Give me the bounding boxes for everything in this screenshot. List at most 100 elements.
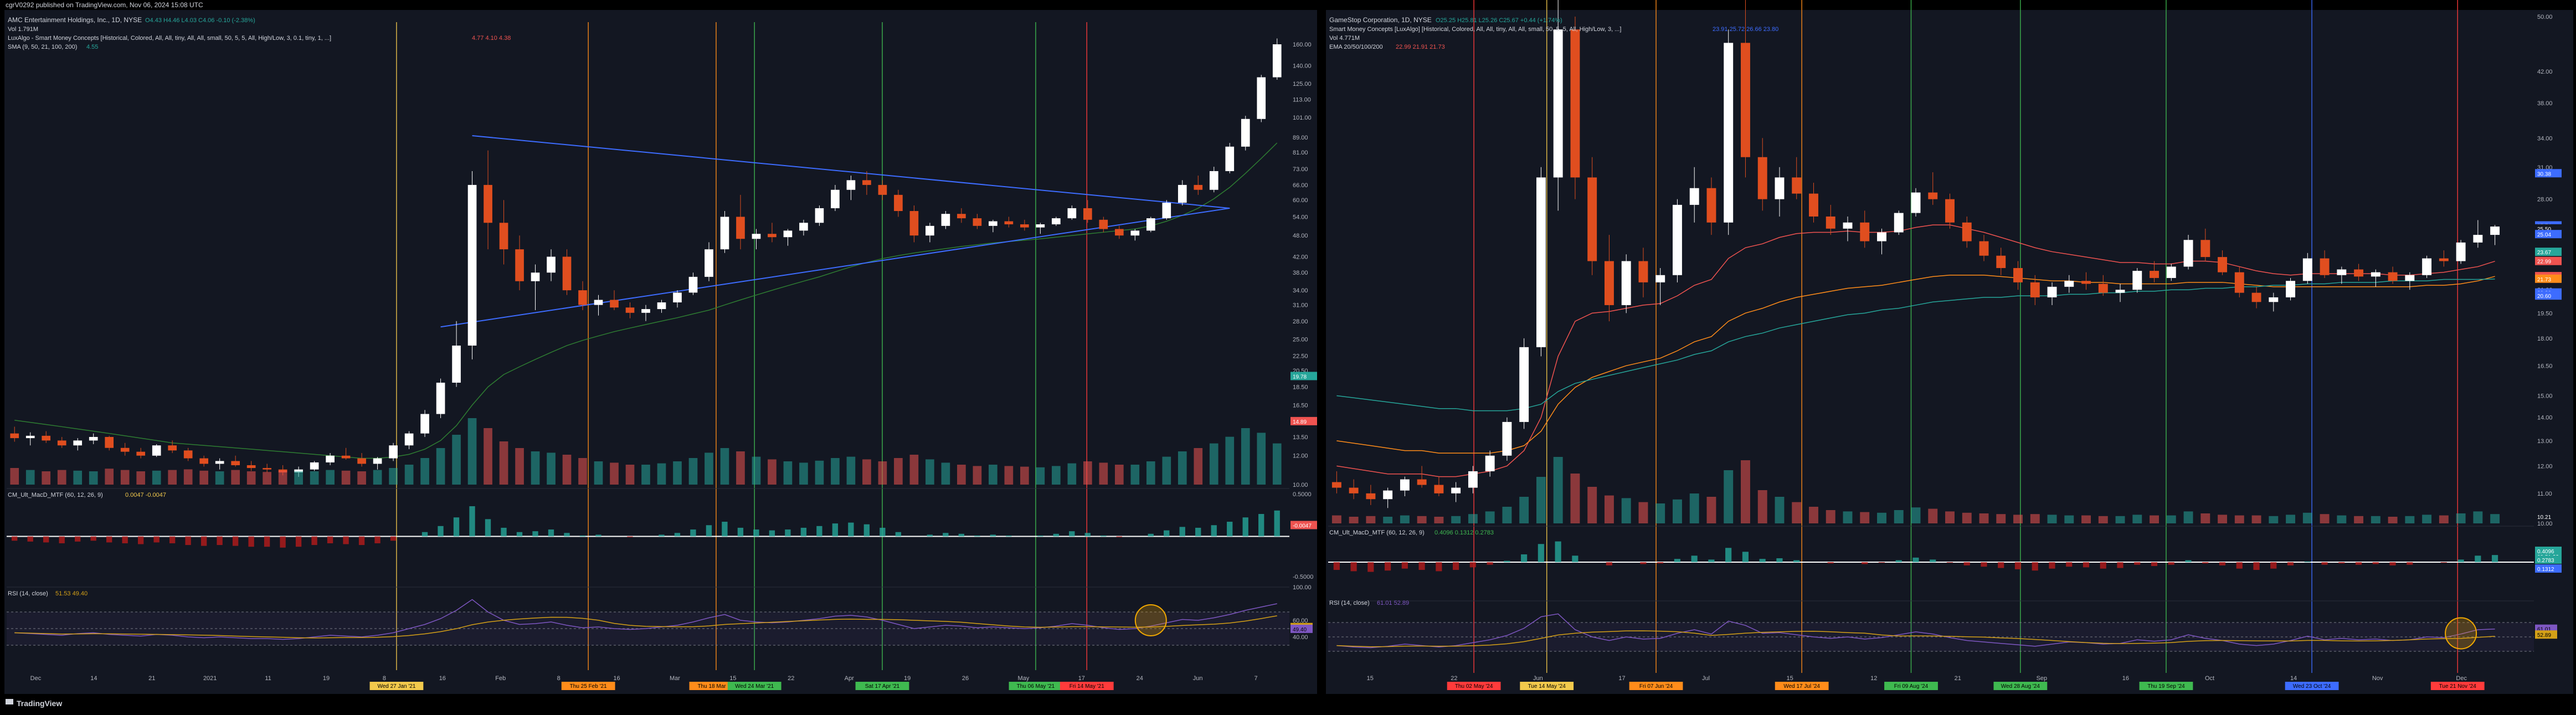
gme-candle-body: [1519, 347, 1529, 422]
gme-candle-body: [1809, 193, 1818, 217]
amc-candle-body: [705, 249, 713, 277]
amc-volume-bar: [531, 451, 540, 485]
gme-candle-body: [1570, 29, 1580, 178]
amc-volume-bar: [1162, 456, 1171, 485]
amc-macd-bar: [785, 529, 791, 537]
gme-macd-badge-bg: [2535, 547, 2562, 555]
amc-candle-body: [231, 461, 240, 465]
amc-date-marker-bg: [727, 682, 781, 690]
gme-macd-bar: [1912, 557, 1919, 562]
amc-macd-bar: [832, 523, 839, 537]
amc-time-label: 16: [439, 675, 446, 682]
gme-rsi-badge: 61.01: [2537, 627, 2551, 633]
amc-volume-bar: [547, 452, 556, 485]
amc-volume-bars: [10, 418, 1282, 485]
amc-macd-bar: [880, 527, 886, 537]
amc-volume-bar: [673, 461, 682, 485]
amc-rsi-tick: 100.00: [1293, 584, 1312, 591]
amc-macd-bar: [1101, 535, 1107, 537]
gme-candle-body: [2473, 235, 2483, 243]
amc-volume-bar: [752, 456, 761, 485]
gme-volume-bar: [2354, 516, 2364, 523]
gme-volume-bar: [1843, 511, 1853, 523]
gme-candle-body: [1672, 204, 1682, 275]
gme-volume-bar: [1809, 507, 1818, 523]
amc-price-tick: 18.50: [1293, 384, 1308, 391]
gme-ma-line: [1336, 279, 2495, 411]
amc-macd-bar: [185, 536, 191, 546]
amc-candle-body: [199, 458, 209, 464]
amc-volume-bar: [973, 466, 982, 485]
amc-volume-bar: [1004, 466, 1014, 485]
gme-volume-bar: [1860, 512, 1870, 523]
amc-candle-body: [1241, 119, 1250, 147]
amc-rsi-values: 51.53 49.40: [55, 590, 88, 597]
amc-price-tick: 101.00: [1293, 115, 1312, 121]
amc-date-marker: Thu 06 May '21: [1017, 683, 1055, 690]
amc-candle-body: [1178, 184, 1187, 203]
gme-macd-bar: [2151, 562, 2158, 567]
amc-price-tick: 113.00: [1293, 97, 1311, 104]
amc-volume-bar: [89, 471, 98, 485]
gme-date-marker: Wed 17 Jul '24: [1783, 683, 1820, 690]
gme-candle-body: [1417, 479, 1427, 485]
amc-volume-bar: [120, 470, 130, 485]
gme-time-label: 14: [2290, 675, 2297, 682]
amc-volume-bar: [831, 458, 840, 485]
amc-volume-bar: [1036, 467, 1045, 485]
gme-candle-body: [1979, 241, 1989, 256]
amc-volume-bar: [799, 462, 808, 485]
amc-candle-body: [436, 382, 445, 414]
amc-volume-bar: [294, 471, 303, 485]
amc-macd-bar: [311, 536, 317, 546]
amc-candle-body: [420, 414, 429, 434]
amc-indicator1-values: 4.77 4.10 4.38: [472, 35, 511, 42]
gme-time-label: Jul: [1702, 675, 1710, 682]
gme-ohlc: O25.25 H25.81 L25.26 C25.67 +0.44 (+1.74…: [1436, 17, 1562, 24]
gme-volume-bar: [1502, 507, 1512, 523]
amc-volume-bar: [1130, 465, 1140, 485]
amc-rsi-label: RSI (14, close): [8, 590, 48, 597]
amc-candle-body: [846, 180, 856, 190]
amc-macd-bar: [59, 536, 65, 543]
amc-legend: AMC Entertainment Holdings, Inc., 1D, NY…: [8, 16, 511, 597]
gme-date-marker-bg: [1993, 682, 2048, 690]
amc-time-label: Mar: [670, 675, 680, 682]
gme-macd-bar: [2202, 562, 2209, 564]
amc-volume-bar: [1146, 461, 1155, 485]
gme-macd-bar: [1878, 562, 1885, 563]
amc-time-label: 11: [265, 675, 271, 682]
gme-macd-bar: [1946, 562, 1953, 563]
gme-candle-body: [2439, 258, 2449, 261]
amc-time-label: 17: [1078, 675, 1085, 682]
amc-macd-bar: [438, 526, 444, 537]
gme-candle-body: [1741, 43, 1750, 157]
amc-macd-bar: [753, 529, 759, 537]
amc-macd-bar: [722, 522, 728, 537]
gme-candle-body: [2030, 282, 2040, 297]
amc-trendline: [440, 207, 1230, 328]
amc-macd-bar: [1084, 533, 1091, 537]
amc-candle-body: [105, 436, 114, 448]
amc-time-label: 14: [90, 675, 97, 682]
gme-candle-body: [1894, 213, 1904, 233]
amc-macd-bar: [295, 536, 302, 547]
gme-volume-bar: [1383, 517, 1393, 523]
amc-candle-body: [263, 468, 271, 470]
amc-volume-bar: [562, 455, 572, 485]
amc-candle-body: [1036, 224, 1045, 228]
amc-candle-body: [467, 184, 477, 346]
amc-candle-body: [894, 194, 903, 212]
gme-candle-body: [1604, 261, 1614, 305]
amc-candle-body: [183, 450, 193, 459]
amc-price-tick: 66.00: [1293, 182, 1308, 189]
amc-macd-bar: [122, 536, 128, 543]
amc-candle-body: [610, 300, 619, 308]
amc-candle-body: [925, 225, 934, 236]
amc-macd-badge: -0.0047: [1293, 523, 1312, 529]
amc-macd-bar: [358, 536, 365, 546]
gme-candle-body: [1400, 479, 1410, 491]
amc-macd-bar: [1053, 533, 1059, 537]
gme-price-badge: 30.38: [2537, 171, 2551, 177]
amc-volume-bar: [1052, 466, 1061, 485]
